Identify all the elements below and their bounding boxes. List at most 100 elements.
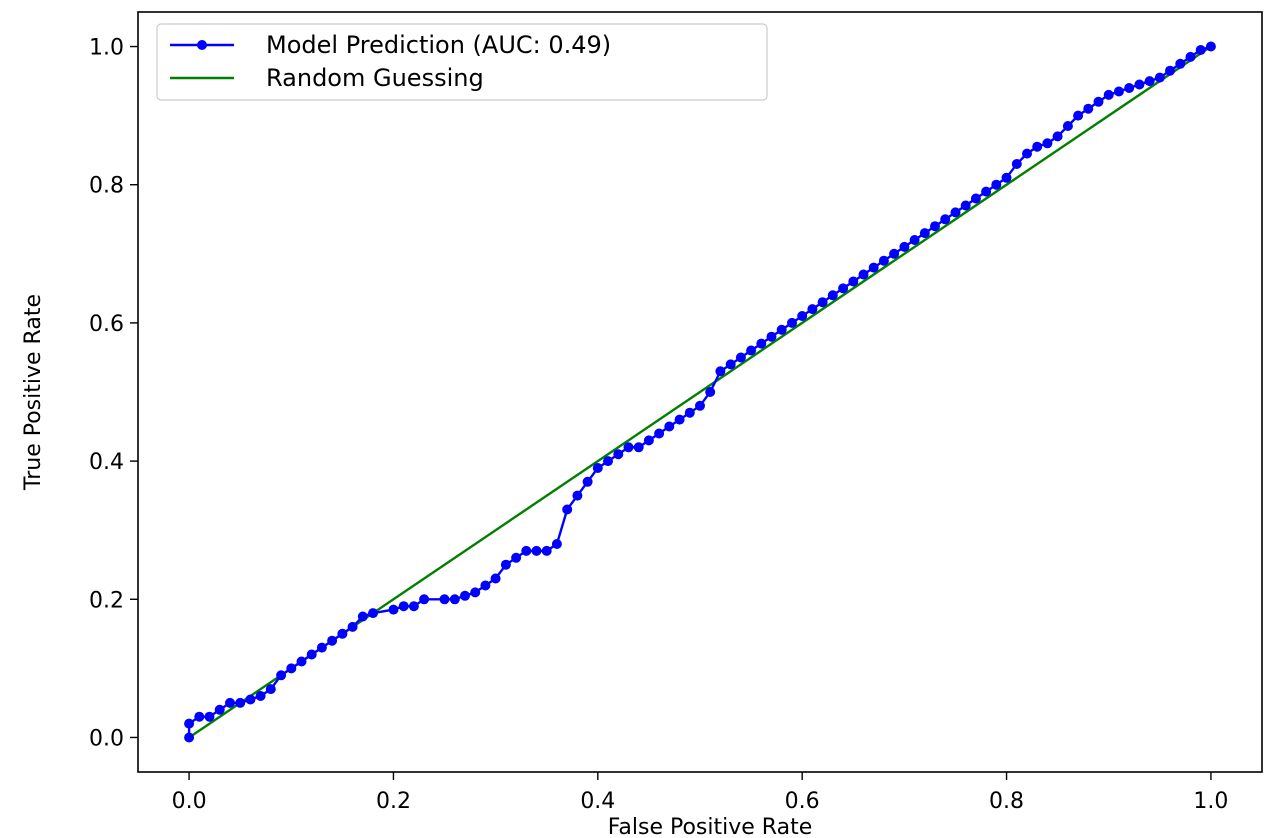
model-prediction-point: [623, 442, 634, 453]
model-prediction-point: [1103, 89, 1114, 100]
model-prediction-point: [306, 649, 317, 660]
model-prediction-point: [1175, 58, 1186, 69]
model-prediction-point: [562, 504, 573, 515]
model-prediction-point: [654, 428, 665, 439]
model-prediction-point: [797, 311, 808, 321]
model-prediction-point: [930, 221, 940, 232]
model-prediction-point: [265, 684, 276, 695]
model-prediction-point: [337, 628, 348, 639]
model-prediction-point: [725, 359, 736, 370]
model-prediction-point: [204, 711, 215, 722]
model-prediction-point: [347, 621, 358, 632]
x-tick-label: 0.0: [172, 789, 207, 814]
y-tick-label: 0.4: [89, 450, 124, 475]
model-prediction-point: [1154, 72, 1165, 83]
model-prediction-point: [807, 304, 818, 315]
model-prediction-point: [1073, 110, 1084, 121]
plot-curves: [184, 41, 1216, 743]
model-prediction-point: [899, 241, 910, 252]
model-prediction-point: [490, 573, 501, 584]
model-prediction-point: [531, 545, 542, 556]
model-prediction-point: [316, 642, 327, 653]
x-tick-label: 0.8: [989, 789, 1024, 814]
model-prediction-point: [184, 718, 195, 729]
model-prediction-point: [664, 421, 675, 432]
model-prediction-point: [521, 545, 532, 556]
model-prediction-point: [449, 594, 460, 605]
model-prediction-point: [357, 611, 368, 622]
model-prediction-point: [276, 670, 287, 681]
model-prediction-point: [1042, 138, 1053, 149]
model-prediction-point: [419, 594, 430, 605]
model-prediction-point: [960, 200, 971, 211]
model-prediction-point: [460, 590, 470, 601]
model-prediction-point: [1134, 79, 1145, 90]
model-prediction-line: [187, 45, 1212, 738]
model-prediction-point: [827, 290, 838, 301]
model-prediction-point: [940, 214, 951, 225]
model-prediction-point: [817, 297, 828, 308]
x-tick-label: 0.2: [376, 789, 411, 814]
model-prediction-point: [408, 601, 419, 612]
x-tick-label: 0.4: [580, 789, 615, 814]
model-prediction-point: [756, 338, 767, 349]
x-tick-label: 1.0: [1193, 789, 1228, 814]
model-prediction-point: [327, 635, 338, 646]
model-prediction-point: [1205, 41, 1216, 52]
model-prediction-point: [1165, 65, 1175, 76]
x-axis-ticks: 0.0 0.2 0.4 0.6 0.8 1.0: [172, 772, 1228, 814]
y-tick-label: 1.0: [89, 36, 124, 61]
model-prediction-point: [1011, 159, 1022, 169]
legend-box: [156, 23, 768, 101]
model-prediction-point: [1093, 96, 1104, 107]
model-prediction-point: [674, 414, 685, 425]
model-prediction-point: [388, 604, 399, 615]
y-tick-label: 0.6: [89, 312, 124, 337]
model-prediction-point: [858, 269, 869, 280]
y-tick-label: 0.2: [89, 588, 124, 613]
model-prediction-point: [551, 539, 562, 549]
model-prediction-point: [225, 697, 235, 708]
model-prediction-point: [214, 704, 225, 715]
model-prediction-point: [684, 407, 695, 418]
model-prediction-point: [746, 345, 757, 356]
model-prediction-point: [245, 694, 256, 705]
model-prediction-point: [1001, 172, 1012, 183]
model-prediction-point: [592, 463, 603, 473]
legend-label-random: Random Guessing: [266, 64, 484, 92]
model-prediction-point: [572, 490, 583, 501]
y-tick-label: 0.0: [89, 726, 124, 751]
model-prediction-point: [868, 262, 879, 273]
model-prediction-point: [776, 324, 787, 335]
model-prediction-point: [909, 235, 920, 245]
model-prediction-point: [787, 317, 797, 328]
model-prediction-point: [1195, 45, 1206, 55]
model-prediction-point: [398, 601, 409, 612]
model-prediction-point: [1185, 51, 1196, 62]
model-prediction-point: [643, 435, 654, 446]
legend-label-model: Model Prediction (AUC: 0.49): [266, 31, 611, 59]
model-prediction-point: [950, 207, 961, 218]
model-prediction-point: [991, 179, 1002, 190]
x-axis-label: False Positive Rate: [608, 815, 812, 838]
model-prediction-point: [735, 352, 746, 363]
model-prediction-point: [368, 608, 378, 619]
model-prediction-point: [1052, 131, 1063, 142]
model-prediction-point: [286, 663, 297, 674]
model-prediction-point: [633, 442, 644, 453]
model-prediction-point: [500, 559, 511, 570]
model-prediction-point: [439, 594, 450, 605]
model-prediction-point: [695, 400, 705, 411]
model-prediction-point: [878, 255, 889, 266]
model-prediction-point: [838, 283, 849, 294]
model-prediction-point: [480, 580, 491, 591]
model-prediction-point: [603, 456, 613, 467]
model-prediction-point: [255, 691, 266, 701]
model-prediction-point: [184, 732, 195, 743]
model-prediction-point: [541, 545, 552, 556]
model-prediction-point: [1062, 121, 1073, 131]
model-prediction-point: [1083, 103, 1094, 114]
model-prediction-point: [889, 248, 900, 259]
model-prediction-point: [715, 366, 726, 377]
